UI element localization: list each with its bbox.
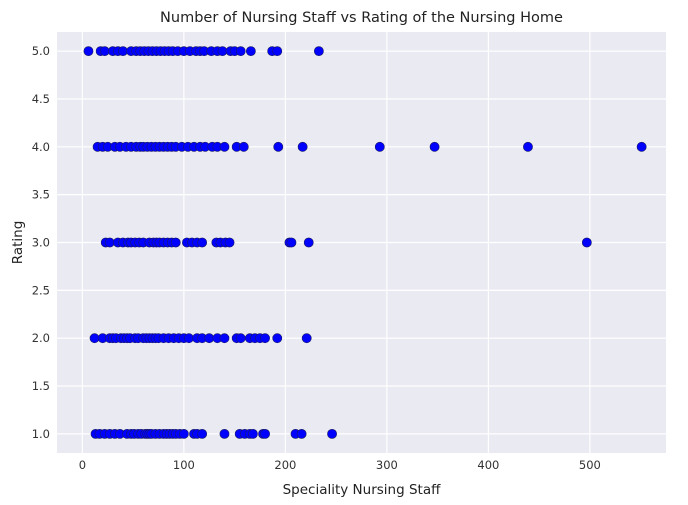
data-point — [374, 141, 385, 152]
data-point — [523, 141, 533, 152]
x-tick-label: 0 — [79, 458, 86, 472]
data-point — [247, 428, 258, 439]
x-tick-label: 300 — [376, 458, 398, 472]
data-point — [217, 46, 228, 57]
y-tick-label: 1.0 — [32, 427, 50, 441]
data-points — [83, 46, 647, 439]
x-axis-label: Speciality Nursing Staff — [283, 482, 442, 498]
y-axis-ticks: 1.0 1.5 2.0 2.5 3.0 3.5 4.0 4.5 5.0 — [32, 44, 50, 441]
data-point — [303, 237, 314, 248]
data-point — [219, 428, 230, 439]
y-axis-label: Rating — [10, 221, 26, 265]
data-point — [204, 333, 215, 344]
x-tick-label: 500 — [579, 458, 601, 472]
data-point — [260, 428, 270, 439]
y-tick-label: 2.5 — [32, 283, 50, 297]
data-point — [313, 46, 324, 57]
data-point — [219, 141, 230, 152]
data-point — [636, 141, 647, 152]
data-point — [197, 428, 208, 439]
chart-title: Number of Nursing Staff vs Rating of the… — [160, 10, 563, 26]
y-tick-label: 2.0 — [32, 331, 50, 345]
data-point — [89, 333, 100, 344]
data-point — [104, 237, 115, 248]
data-point — [170, 237, 181, 248]
y-tick-label: 3.5 — [32, 188, 50, 202]
data-point — [219, 333, 230, 344]
x-tick-label: 100 — [173, 458, 195, 472]
x-axis-ticks: 0 100 200 300 400 500 — [79, 458, 601, 472]
data-point — [581, 237, 592, 248]
data-point — [272, 46, 283, 57]
data-point — [118, 46, 128, 57]
data-point — [178, 428, 189, 439]
data-point — [273, 141, 284, 152]
y-tick-label: 3.0 — [32, 236, 50, 250]
data-point — [235, 46, 246, 57]
data-point — [297, 141, 308, 152]
y-tick-label: 4.5 — [32, 92, 50, 106]
data-point — [197, 237, 208, 248]
data-point — [260, 333, 270, 344]
data-point — [327, 428, 337, 439]
y-tick-label: 4.0 — [32, 140, 50, 154]
data-point — [184, 333, 194, 344]
data-point — [245, 46, 256, 57]
data-point — [286, 237, 297, 248]
data-point — [235, 333, 246, 344]
x-tick-label: 200 — [274, 458, 296, 472]
y-tick-label: 1.5 — [32, 379, 50, 393]
data-point — [83, 46, 94, 57]
data-point — [429, 141, 440, 152]
data-point — [296, 428, 307, 439]
data-point — [301, 333, 312, 344]
data-point — [224, 237, 235, 248]
x-tick-label: 400 — [477, 458, 499, 472]
data-point — [272, 333, 283, 344]
data-point — [238, 141, 249, 152]
y-tick-label: 5.0 — [32, 44, 50, 58]
